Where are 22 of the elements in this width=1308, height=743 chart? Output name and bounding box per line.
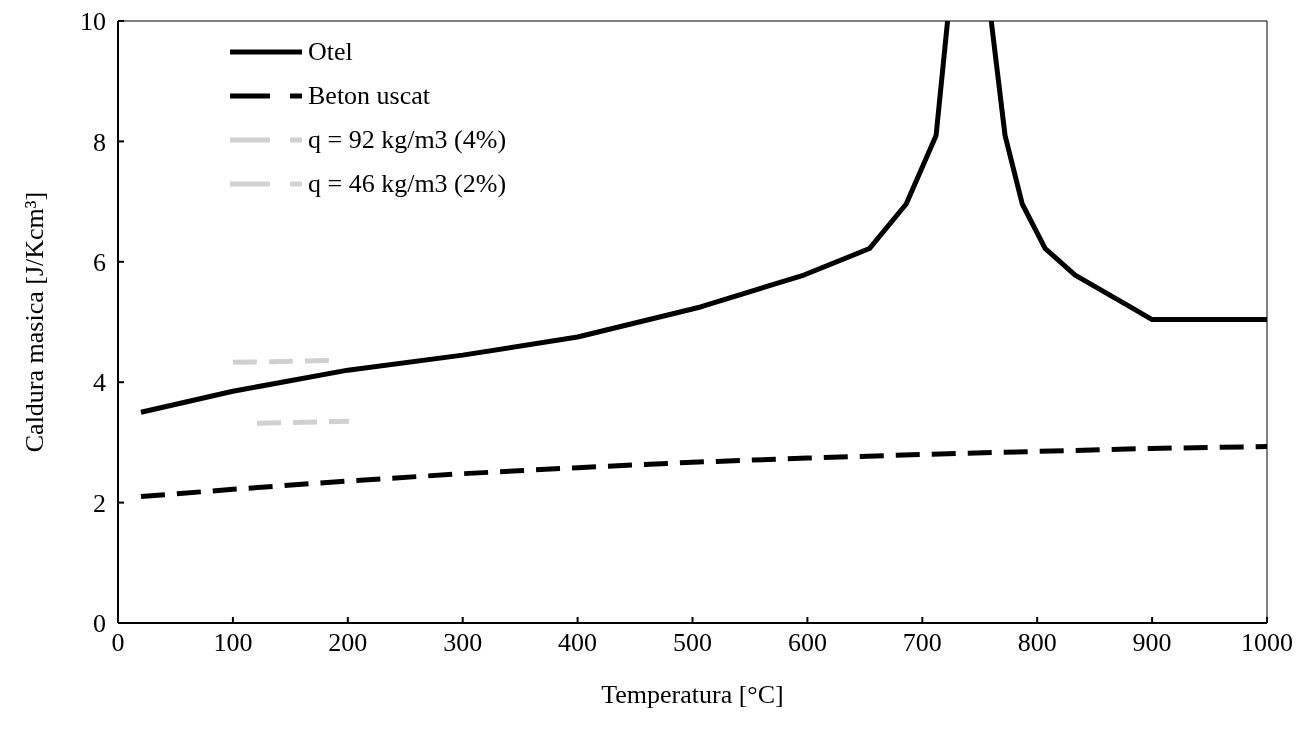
x-tick-label: 1000 <box>1241 628 1293 658</box>
x-tick-label: 100 <box>213 628 253 658</box>
x-tick-label: 900 <box>1132 628 1172 658</box>
y-axis-title: Caldura masica [J/Kcm³] <box>20 191 50 453</box>
y-tick-label: 4 <box>93 368 106 398</box>
x-tick-label: 200 <box>328 628 368 658</box>
y-tick-label: 8 <box>93 127 106 157</box>
y-tick-label: 0 <box>93 609 106 639</box>
x-tick-label: 500 <box>673 628 712 658</box>
legend-label: q = 46 kg/m3 (2%) <box>308 169 507 199</box>
y-tick-label: 6 <box>93 248 106 278</box>
y-tick-label: 2 <box>93 488 106 518</box>
x-tick-label: 800 <box>1017 628 1057 658</box>
y-tick-label: 10 <box>80 7 106 37</box>
legend-label: Otel <box>308 37 353 67</box>
x-tick-label: 400 <box>558 628 598 658</box>
legend-label: Beton uscat <box>308 81 431 111</box>
x-tick-label: 300 <box>443 628 483 658</box>
legend-label: q = 92 kg/m3 (4%) <box>308 125 507 155</box>
x-tick-label: 600 <box>787 628 827 658</box>
x-axis-title: Temperatura [°C] <box>601 680 784 709</box>
x-tick-label: 700 <box>902 628 942 658</box>
